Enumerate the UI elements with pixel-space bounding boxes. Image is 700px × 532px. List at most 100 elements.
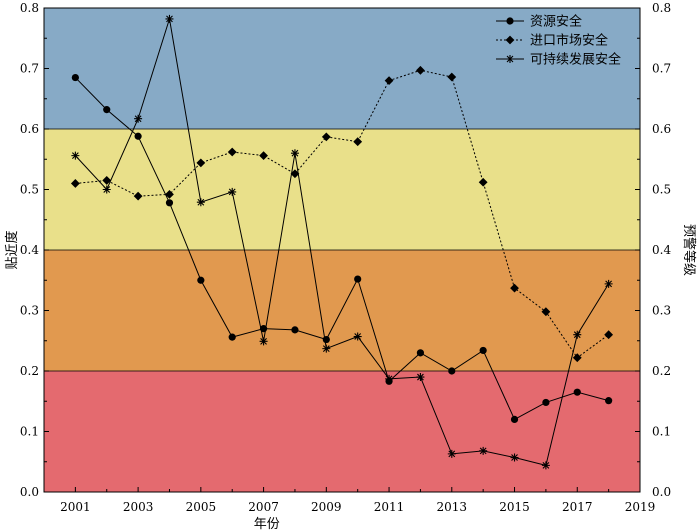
y2-tick-label: 0.7 [652,62,671,76]
data-point [384,76,394,85]
y-tick-label: 0.7 [20,62,39,76]
data-point [385,374,394,383]
data-point [259,151,268,161]
data-point [165,189,174,199]
x-tick-label: 2015 [499,500,530,514]
data-point [353,332,362,341]
band-0 [44,8,640,129]
axes [43,7,641,493]
data-point [573,330,582,339]
data-point [572,353,582,363]
data-point [196,158,206,168]
y-tick-label: 0.0 [20,485,39,499]
data-point [478,177,488,187]
data-point [542,398,550,407]
y2-tick-label: 0.0 [652,485,671,499]
data-point [510,415,519,423]
x-tick-label: 2007 [248,500,279,514]
data-point [448,367,456,375]
y2-tick-label: 0.5 [652,183,671,197]
y2-tick-label: 0.2 [652,364,671,378]
data-point [447,449,456,458]
data-point [103,106,111,114]
data-point [604,279,613,288]
data-point [416,65,425,75]
data-point [197,276,205,284]
y-tick-label: 0.1 [20,425,39,439]
y-tick-label: 0.4 [20,243,39,257]
data-point [259,337,268,346]
x-tick-label: 2001 [60,500,91,514]
data-point [479,446,488,455]
x-tick-label: 2009 [311,500,342,514]
legend-marker [505,35,515,45]
tick-labels: 0.0 0.0 0.1 0.1 0.2 0.2 0.3 0.3 0.4 0.4 0.5 0.5 0.6 0… [20,1,672,514]
data-point [70,179,80,188]
legend-label: 资源安全 [530,14,582,30]
series-1 [71,73,613,423]
data-point [102,176,112,185]
data-point [479,346,487,355]
y-axis-title: 贴近度 [4,230,20,269]
y-tick-label: 0.5 [20,183,39,197]
band-3 [44,371,640,492]
x-tick-label: 2013 [437,500,468,514]
data-point [541,307,551,317]
legend-marker [506,17,514,25]
x-tick-label: 2019 [625,500,656,514]
x-tick-label: 2017 [562,500,593,514]
data-point [133,191,143,201]
data-point [196,198,205,207]
y2-tick-label: 0.3 [652,304,671,318]
data-point [228,187,237,196]
data-point [510,283,519,293]
data-point [290,169,300,179]
data-point [322,335,330,344]
legend-item-2: 进口市场安全 [496,33,608,49]
series-3 [71,14,613,470]
warning-bands [44,8,640,492]
band-1 [44,129,640,250]
data-point [71,73,79,82]
data-point [573,388,581,396]
data-point [165,14,174,23]
legend-item-1: 资源安全 [496,14,582,30]
data-point [416,373,425,382]
y-tick-label: 0.3 [20,304,39,318]
band-2 [44,250,640,371]
legend-marker [506,55,514,63]
band-boundaries [44,128,640,372]
y-tick-label: 0.6 [20,122,39,136]
y2-tick-label: 0.6 [652,122,671,136]
y-tick-label: 0.2 [20,364,39,378]
data-point [227,147,237,157]
y2-tick-label: 0.4 [652,243,671,257]
data-point [228,333,236,341]
legend-item-3: 可持续发展安全 [496,52,621,68]
data-point [134,132,142,140]
data-point [416,349,425,357]
data-point [134,114,143,123]
data-point [353,137,363,147]
data-point [291,326,299,334]
data-point [321,132,331,142]
legend-label: 进口市场安全 [530,33,608,49]
legend-label: 可持续发展安全 [530,52,621,68]
series-layer [70,14,614,470]
series-line [75,18,610,466]
x-axis-title: 年份 [254,517,280,532]
data-point [322,344,331,353]
x-tick-label: 2005 [186,500,217,514]
series-line [75,77,609,421]
y2-tick-label: 0.8 [652,1,671,15]
data-point [165,199,174,207]
data-point [102,185,111,194]
data-point [541,461,550,470]
data-point [354,275,362,283]
y2-tick-label: 0.1 [652,425,671,439]
data-point [604,330,614,340]
series-line [75,69,609,359]
data-point [71,151,80,160]
